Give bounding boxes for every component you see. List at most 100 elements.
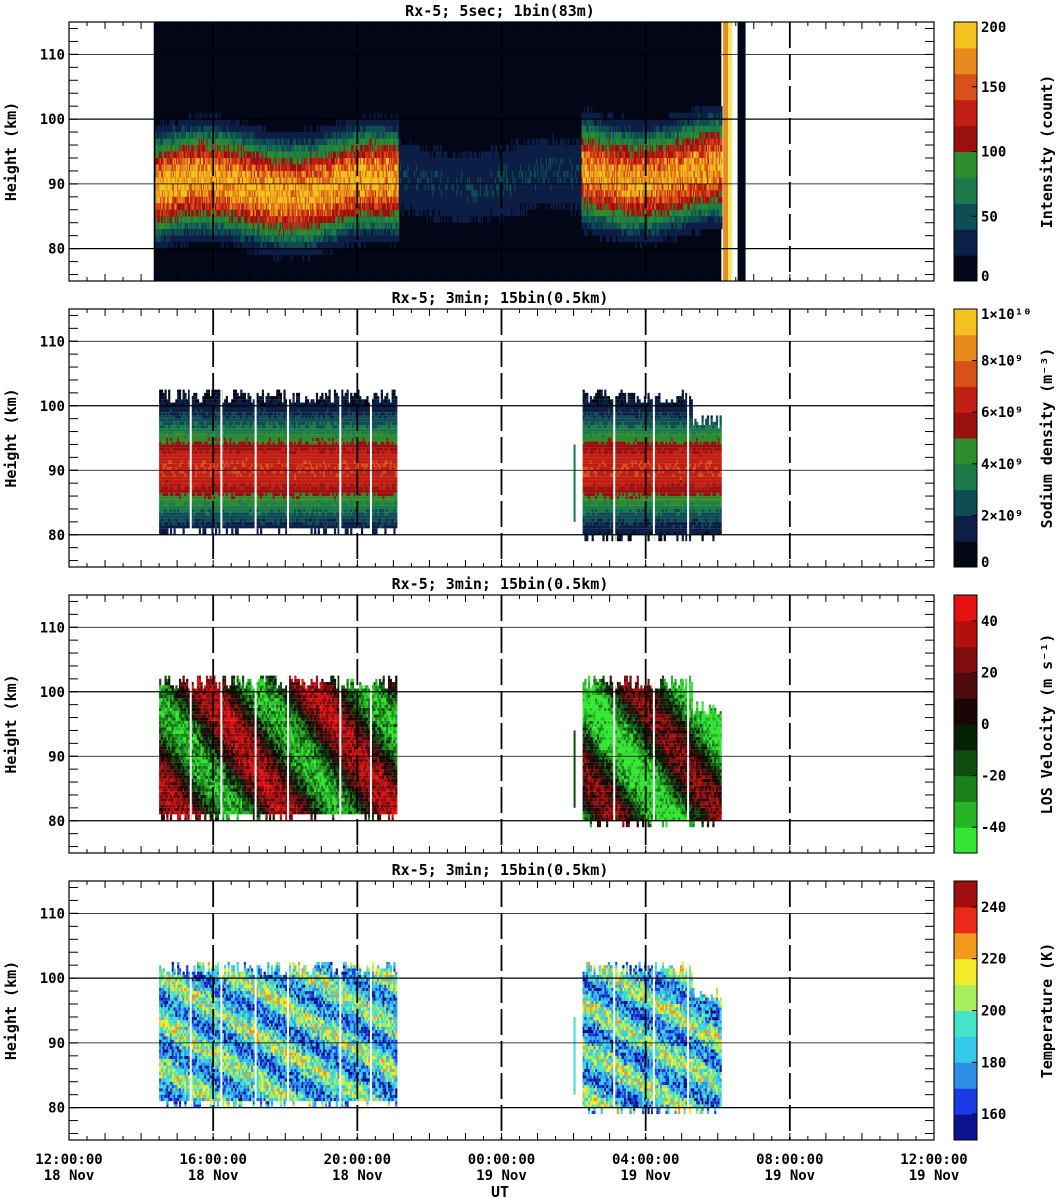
intensity-cell <box>203 203 205 210</box>
intensity-cell <box>276 170 279 178</box>
intensity-cell <box>282 157 284 165</box>
intensity-cell <box>305 235 308 243</box>
intensity-cell <box>252 235 255 243</box>
intensity-cell <box>165 222 167 230</box>
intensity-cell <box>233 242 235 249</box>
intensity-cell <box>247 125 249 133</box>
intensity-cell <box>263 170 266 178</box>
intensity-cell <box>249 177 252 184</box>
intensity-cell <box>258 177 260 184</box>
intensity-cell <box>273 255 275 262</box>
intensity-cell <box>217 229 219 236</box>
intensity-cell <box>278 138 281 146</box>
intensity-cell <box>272 242 274 249</box>
intensity-cell <box>288 183 291 191</box>
intensity-cell <box>186 164 189 171</box>
intensity-cell <box>204 151 206 158</box>
intensity-cell <box>173 170 176 178</box>
intensity-cell <box>277 157 280 165</box>
intensity-cell <box>208 138 211 146</box>
intensity-cell <box>220 209 222 217</box>
intensity-cell <box>157 183 160 191</box>
intensity-cell <box>279 151 282 158</box>
intensity-cell <box>196 125 199 133</box>
intensity-cell <box>286 209 288 217</box>
intensity-cell <box>267 183 270 191</box>
intensity-cell <box>296 170 298 178</box>
intensity-cell <box>258 138 260 146</box>
intensity-cell <box>189 132 191 139</box>
intensity-cell <box>285 183 287 191</box>
intensity-cell <box>172 203 175 210</box>
intensity-cell <box>203 196 205 204</box>
intensity-cell <box>266 248 269 256</box>
intensity-cell <box>299 196 301 204</box>
intensity-cell <box>222 183 225 191</box>
intensity-cell <box>238 132 241 139</box>
intensity-cell <box>293 183 296 191</box>
intensity-cell <box>263 132 266 139</box>
intensity-cell <box>271 235 273 243</box>
intensity-cell <box>170 242 173 249</box>
intensity-cell <box>219 112 221 120</box>
intensity-cell <box>195 222 198 230</box>
intensity-cell <box>180 164 182 171</box>
intensity-cell <box>163 125 165 133</box>
intensity-cell <box>158 157 161 165</box>
intensity-cell <box>285 242 287 249</box>
intensity-cell <box>187 196 190 204</box>
intensity-cell <box>186 203 189 210</box>
intensity-cell <box>256 177 258 184</box>
intensity-cell <box>168 119 171 126</box>
intensity-cell <box>159 190 162 197</box>
intensity-cell <box>267 145 270 152</box>
intensity-cell <box>198 183 201 191</box>
intensity-cell <box>185 229 188 236</box>
intensity-cell <box>164 138 166 146</box>
intensity-cell <box>166 235 168 243</box>
intensity-cell <box>159 209 162 217</box>
intensity-cell <box>244 209 246 217</box>
intensity-cell <box>249 229 252 236</box>
intensity-cell <box>194 222 197 230</box>
intensity-cell <box>280 235 283 243</box>
intensity-cell <box>260 216 262 223</box>
intensity-cell <box>201 222 204 230</box>
intensity-cell <box>289 222 292 230</box>
intensity-cell <box>197 132 200 139</box>
intensity-cell <box>164 157 166 165</box>
intensity-cell <box>298 170 300 178</box>
intensity-cell <box>261 164 264 171</box>
intensity-cell <box>256 222 258 230</box>
intensity-cell <box>227 157 230 165</box>
intensity-cell <box>274 248 277 256</box>
intensity-cell <box>235 177 238 184</box>
intensity-cell <box>208 177 211 184</box>
intensity-cell <box>275 255 278 262</box>
intensity-cell <box>279 132 282 139</box>
intensity-cell <box>305 242 308 249</box>
intensity-cell <box>233 138 235 146</box>
intensity-cell <box>297 209 299 217</box>
intensity-cell <box>191 138 193 146</box>
intensity-cell <box>261 177 264 184</box>
intensity-cell <box>287 151 289 158</box>
intensity-cell <box>307 255 310 262</box>
intensity-cell <box>226 183 229 191</box>
intensity-cell <box>184 170 187 178</box>
intensity-cell <box>263 177 266 184</box>
intensity-cell <box>259 138 261 146</box>
intensity-cell <box>274 164 277 171</box>
intensity-cell <box>192 216 194 223</box>
intensity-cell <box>278 242 281 249</box>
intensity-cell <box>185 242 188 249</box>
intensity-cell <box>227 222 230 230</box>
intensity-cell <box>292 203 295 210</box>
intensity-cell <box>251 203 254 210</box>
intensity-cell <box>156 157 159 165</box>
intensity-cell <box>186 209 189 217</box>
intensity-cell <box>194 235 197 243</box>
intensity-cell <box>219 157 221 165</box>
intensity-cell <box>226 177 229 184</box>
intensity-cell <box>204 119 206 126</box>
